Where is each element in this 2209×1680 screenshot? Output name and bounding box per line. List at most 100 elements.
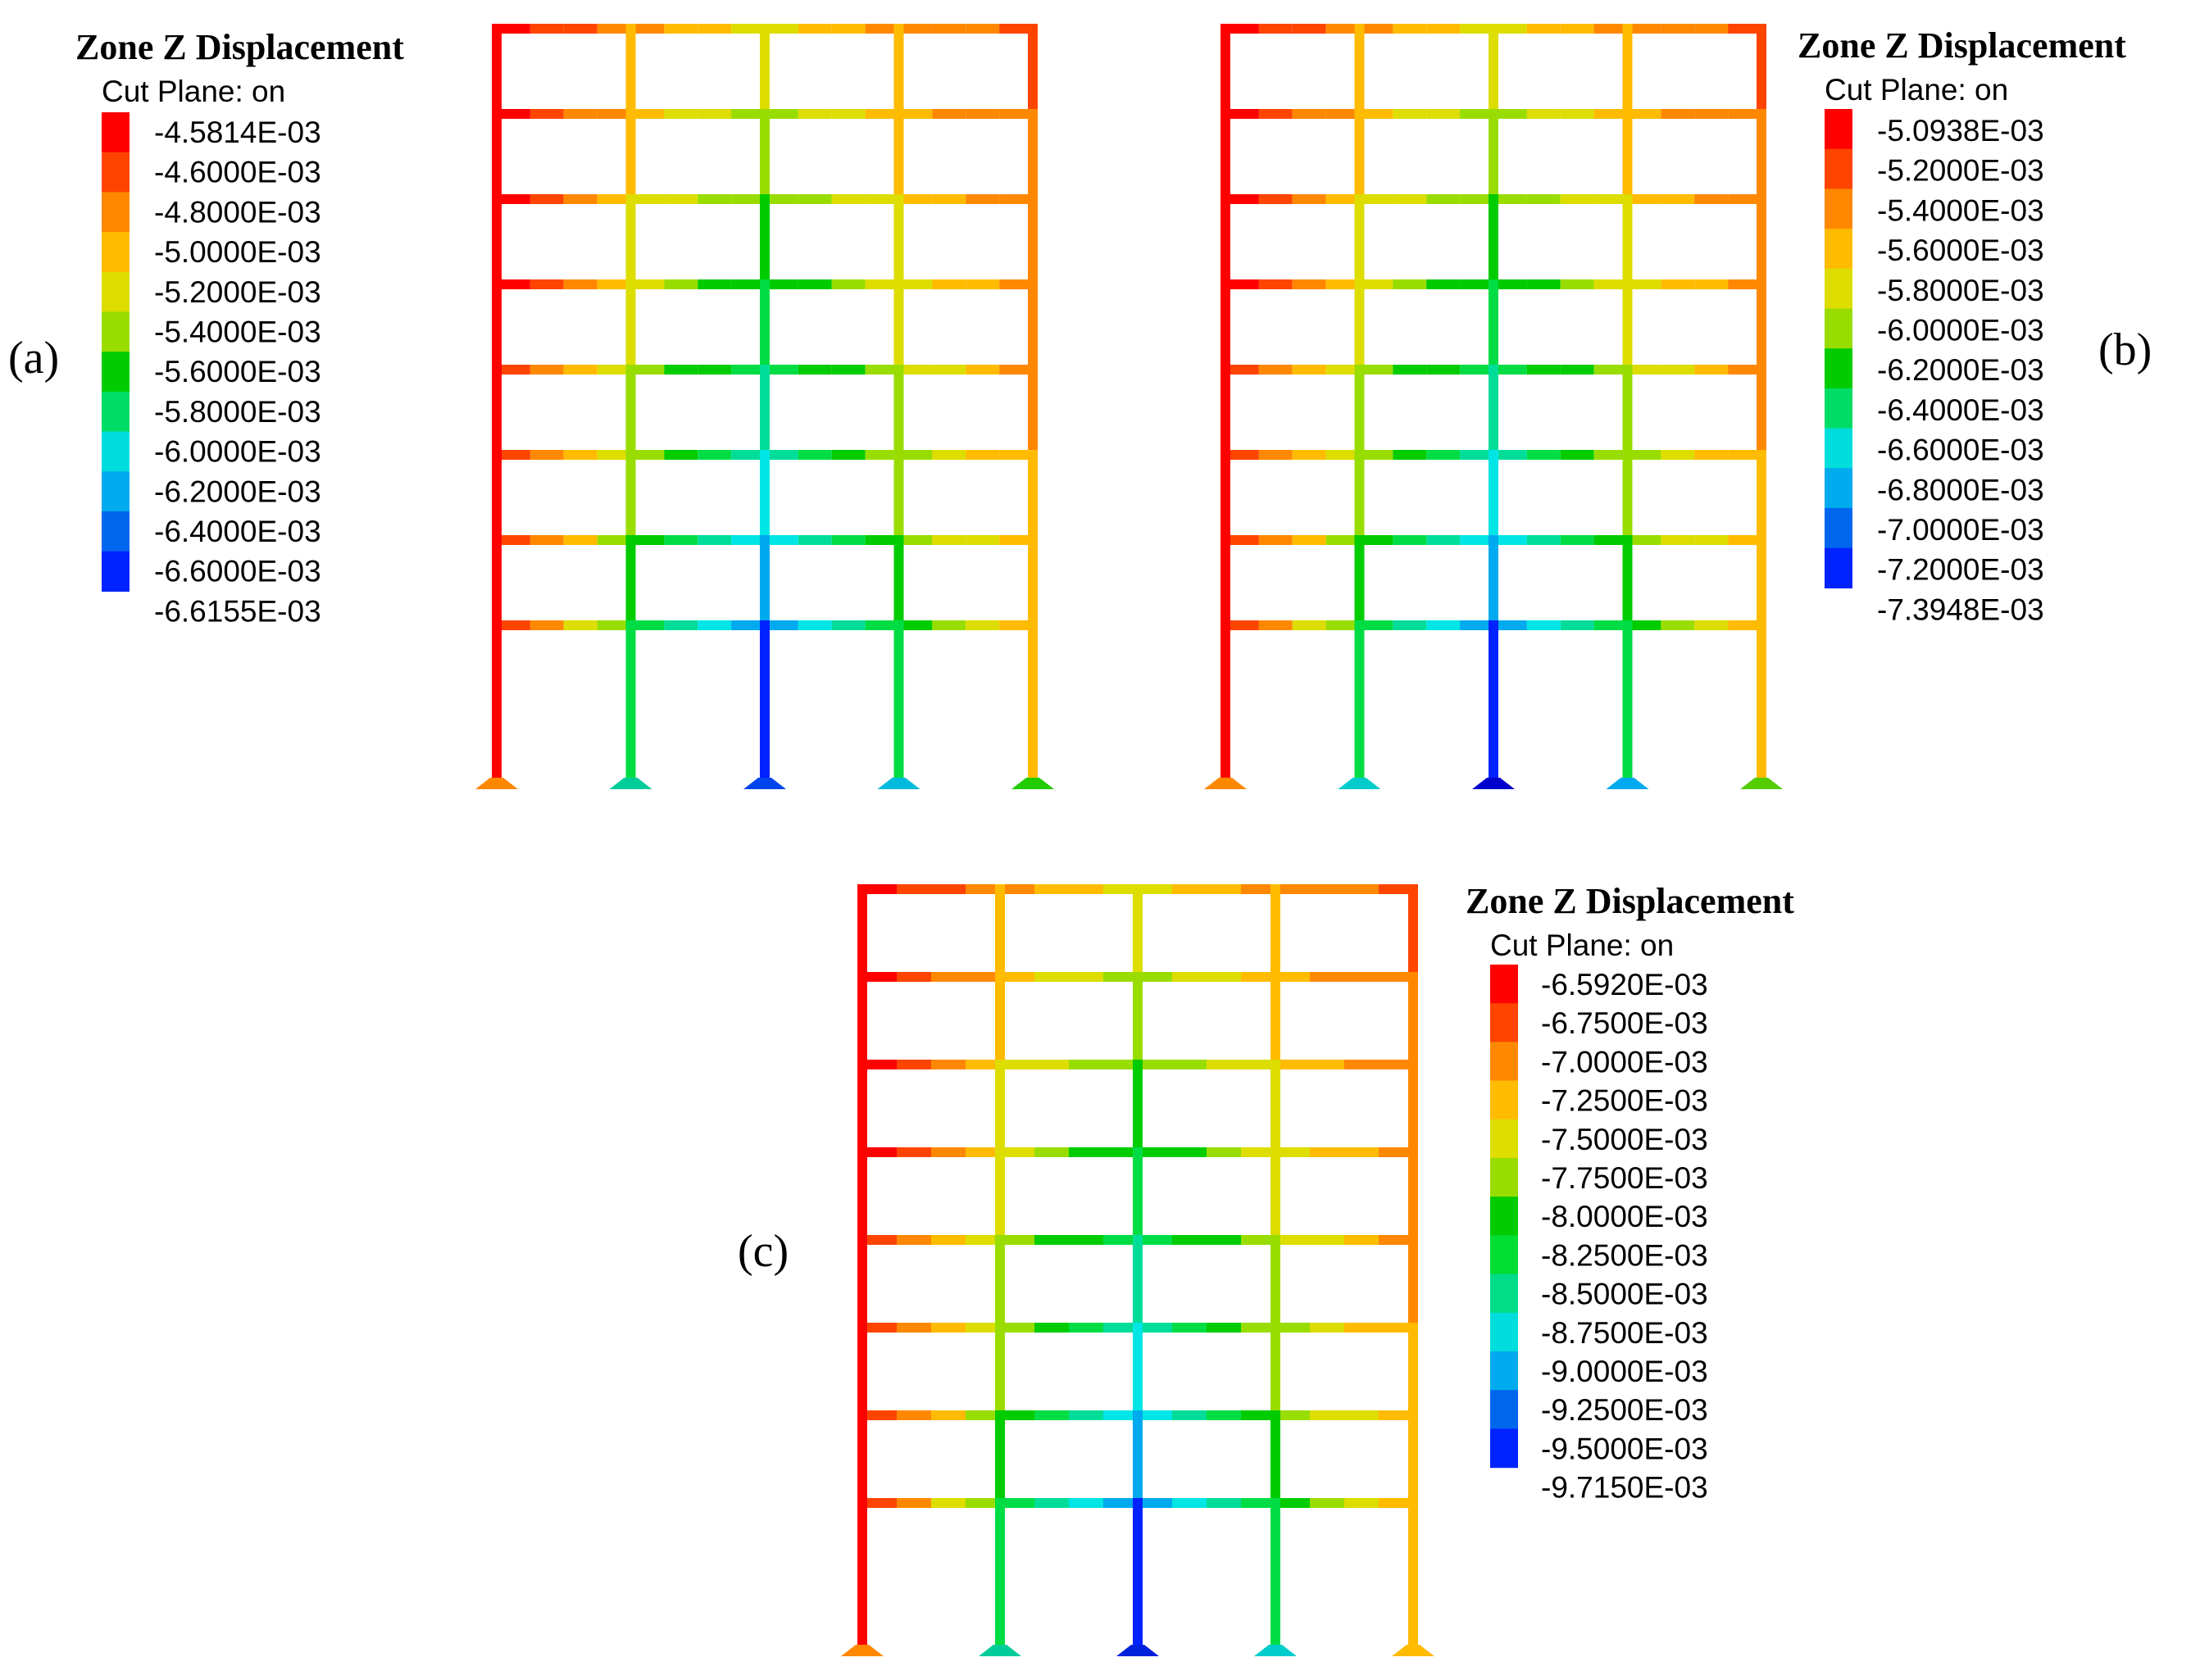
legend-value-label: -7.0000E-03 — [1541, 1045, 1708, 1078]
legend-swatch — [1490, 965, 1518, 1004]
legend-swatch — [1490, 1003, 1518, 1042]
legend-value-label: -5.4000E-03 — [1877, 193, 2044, 227]
legend-swatch — [102, 471, 130, 512]
panel-label-a: (a) — [8, 333, 59, 384]
legend-value-label: -6.6000E-03 — [1877, 434, 2044, 467]
column-base-support — [1740, 778, 1783, 789]
legend-swatch — [102, 112, 130, 153]
legend-subtitle-b: Cut Plane: on — [1825, 73, 2008, 107]
frame-a — [475, 24, 1054, 789]
column-base-support — [979, 1645, 1021, 1656]
legend-value-label: -6.7500E-03 — [1541, 1006, 1708, 1040]
legend-swatch — [102, 511, 130, 552]
legend-value-label: -6.2000E-03 — [154, 474, 321, 508]
legend-swatch — [1825, 109, 1852, 150]
legend-value-label: -9.7150E-03 — [1541, 1471, 1708, 1505]
legend-c: Zone Z Displacement Cut Plane: on -6.592… — [1466, 881, 1794, 1505]
legend-value-label: -6.8000E-03 — [1877, 473, 2044, 506]
column-base-support — [1011, 778, 1054, 789]
legend-swatch — [1490, 1312, 1518, 1352]
legend-value-label: -7.5000E-03 — [1541, 1123, 1708, 1156]
legend-value-label: -9.2500E-03 — [1541, 1393, 1708, 1427]
column-base-support — [1606, 778, 1649, 789]
legend-value-label: -5.0938E-03 — [1877, 114, 2044, 148]
legend-b: Zone Z Displacement Cut Plane: on -5.093… — [1798, 25, 2126, 626]
legend-swatch — [1825, 348, 1852, 389]
legend-swatch — [1825, 308, 1852, 349]
legend-swatch — [102, 311, 130, 352]
legend-value-label: -6.0000E-03 — [1877, 314, 2044, 347]
column-base-support — [743, 778, 786, 789]
legend-labels-b: -5.0938E-03 -5.2000E-03 -5.4000E-03 -5.6000… — [1877, 114, 2044, 626]
legend-swatch — [1490, 1119, 1518, 1159]
legend-title-a: Zone Z Displacement — [75, 27, 404, 67]
legend-value-label: -7.7500E-03 — [1541, 1161, 1708, 1195]
legend-value-label: -8.7500E-03 — [1541, 1316, 1708, 1350]
column-base-support — [1254, 1645, 1297, 1656]
legend-a: Zone Z Displacement Cut Plane: on -4.581… — [75, 27, 404, 628]
column-base-support — [609, 778, 652, 789]
legend-value-label: -5.8000E-03 — [1877, 274, 2044, 307]
column-base-support — [1204, 778, 1247, 789]
legend-swatch — [1490, 1274, 1518, 1314]
column-base-support — [1338, 778, 1381, 789]
legend-value-label: -6.4000E-03 — [154, 515, 321, 548]
legend-swatch — [102, 152, 130, 193]
legend-value-label: -6.5920E-03 — [1541, 968, 1708, 1001]
legend-value-label: -7.2000E-03 — [1877, 553, 2044, 587]
legend-value-label: -7.2500E-03 — [1541, 1084, 1708, 1118]
legend-swatch — [1825, 547, 1852, 588]
legend-swatch — [1490, 1196, 1518, 1236]
legend-value-label: -7.3948E-03 — [1877, 593, 2044, 626]
column-base-support — [1472, 778, 1515, 789]
legend-swatch — [1490, 1158, 1518, 1197]
legend-colorbar-a — [102, 112, 130, 592]
legend-swatch — [1490, 1080, 1518, 1120]
legend-value-label: -8.5000E-03 — [1541, 1278, 1708, 1311]
column-base-support — [475, 778, 518, 789]
panel-label-b: (b) — [2098, 325, 2152, 375]
column-base-support — [877, 778, 920, 789]
legend-swatch — [102, 551, 130, 592]
legend-subtitle-a: Cut Plane: on — [102, 75, 285, 108]
column-base-support — [1392, 1645, 1434, 1656]
legend-swatch — [102, 232, 130, 273]
legend-swatch — [1825, 148, 1852, 189]
legend-swatch — [102, 391, 130, 433]
column-base-support — [1116, 1645, 1159, 1656]
legend-value-label: -5.0000E-03 — [154, 235, 321, 269]
panel-c: (c) Zone Z Displacement Cut Plane: on -6… — [738, 881, 1794, 1656]
legend-colorbar-b — [1825, 109, 1852, 588]
panel-a: (a) Zone Z Displacement Cut Plane: on -4… — [8, 24, 1054, 789]
legend-swatch — [1490, 1390, 1518, 1429]
legend-value-label: -9.5000E-03 — [1541, 1432, 1708, 1465]
frame-b — [1204, 24, 1783, 789]
legend-value-label: -5.2000E-03 — [1877, 154, 2044, 188]
legend-labels-a: -4.5814E-03 -4.6000E-03 -4.8000E-03 -5.0000… — [154, 116, 321, 628]
panel-b: (b) Zone Z Displacement Cut Plane: on -5… — [1204, 24, 2152, 789]
legend-swatch — [1825, 268, 1852, 310]
legend-value-label: -8.2500E-03 — [1541, 1238, 1708, 1272]
legend-swatch — [1825, 388, 1852, 429]
legend-labels-c: -6.5920E-03 -6.7500E-03 -7.0000E-03 -7.2500… — [1541, 968, 1708, 1505]
legend-swatch — [1825, 428, 1852, 469]
legend-value-label: -5.8000E-03 — [154, 395, 321, 429]
legend-value-label: -9.0000E-03 — [1541, 1355, 1708, 1388]
panel-label-c: (c) — [738, 1226, 789, 1277]
legend-value-label: -6.2000E-03 — [1877, 353, 2044, 387]
legend-colorbar-c — [1490, 965, 1518, 1469]
legend-value-label: -4.8000E-03 — [154, 195, 321, 229]
legend-swatch — [1490, 1042, 1518, 1082]
legend-swatch — [102, 192, 130, 233]
legend-swatch — [1490, 1351, 1518, 1391]
legend-swatch — [1490, 1235, 1518, 1275]
legend-swatch — [102, 352, 130, 393]
frame-c — [841, 884, 1434, 1656]
legend-value-label: -5.6000E-03 — [154, 355, 321, 388]
legend-value-label: -5.4000E-03 — [154, 316, 321, 349]
legend-title-c: Zone Z Displacement — [1466, 881, 1794, 921]
legend-value-label: -6.0000E-03 — [154, 435, 321, 469]
legend-value-label: -4.6000E-03 — [154, 156, 321, 189]
legend-swatch — [1825, 188, 1852, 229]
column-base-support — [841, 1645, 884, 1656]
